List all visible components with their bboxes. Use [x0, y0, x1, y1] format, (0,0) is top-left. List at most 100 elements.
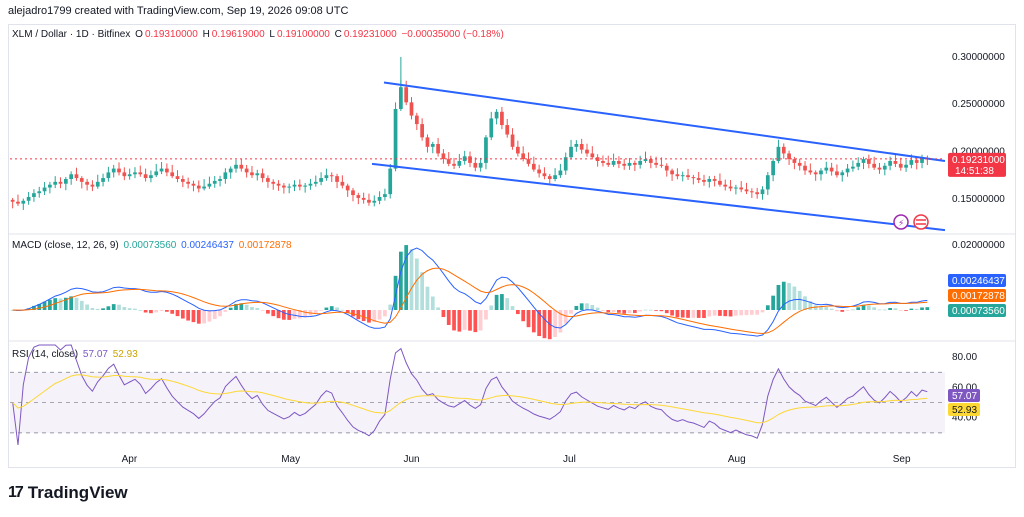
candle-body [127, 174, 132, 177]
rsi-ma-line [12, 374, 928, 424]
candle-body [90, 184, 95, 187]
candle-body [484, 137, 488, 163]
candle-body [622, 163, 627, 166]
macd-histogram-bar [159, 310, 164, 312]
candle-body [154, 171, 159, 176]
macd-histogram-bar [478, 310, 483, 331]
rsi-tag-value: 57.07 [952, 391, 977, 402]
macd-histogram-bar [345, 310, 350, 313]
macd-histogram-bar [691, 310, 696, 318]
candle-body [425, 137, 430, 147]
x-axis-label: Apr [122, 454, 138, 465]
macd-histogram-bar [430, 296, 435, 310]
macd-histogram-bar [664, 310, 669, 314]
rsi-label: RSI (14, close) [12, 349, 79, 360]
candle-body [547, 176, 552, 180]
macd-histogram-bar [266, 310, 270, 314]
macd-histogram-bar [367, 310, 371, 323]
candle-body [26, 196, 31, 201]
candle-body [138, 172, 143, 175]
macd-histogram-bar [106, 306, 111, 310]
candle-body [175, 176, 180, 180]
macd-histogram-bar [324, 307, 329, 310]
price-axis-label: 0.25000000 [952, 99, 1005, 110]
candle-body [819, 170, 823, 175]
macd-histogram-bar [866, 305, 871, 310]
macd-histogram-bar [627, 310, 632, 314]
candle-body [638, 161, 643, 165]
macd-histogram-bar [898, 310, 903, 311]
macd-histogram-bar [101, 308, 105, 310]
candle-body [21, 200, 26, 204]
macd-histogram-bar [143, 310, 148, 313]
macd-value-2: 0.00246437 [181, 240, 234, 251]
candle-body [920, 158, 924, 163]
macd-histogram-bar [271, 310, 276, 317]
macd-histogram-bar [462, 310, 467, 330]
candle-body [255, 173, 260, 176]
macd-histogram-bar [500, 294, 504, 310]
candle-body [797, 162, 802, 166]
candle-body [500, 111, 504, 126]
macd-histogram-bar [138, 309, 143, 311]
tradingview-mark-icon: 17 [8, 484, 24, 501]
upper-trendline [383, 81, 946, 163]
macd-histogram-bar [303, 310, 308, 318]
candle-body [10, 199, 15, 202]
candle-body [680, 175, 685, 177]
candle-body [696, 178, 701, 180]
macd-histogram-bar [388, 304, 393, 310]
candle-body [840, 172, 845, 176]
macd-histogram-bar [734, 310, 738, 316]
macd-histogram-bar [473, 310, 478, 333]
open-label: O [135, 29, 143, 40]
macd-histogram-bar [702, 310, 706, 319]
candle-body [601, 161, 605, 163]
macd-histogram-bar [643, 309, 648, 311]
macd-histogram-bar [282, 310, 286, 320]
macd-histogram-bar [888, 308, 892, 310]
macd-histogram-bar [255, 308, 260, 310]
candle-body [186, 181, 191, 184]
macd-histogram-bar [521, 310, 526, 322]
tradingview-logo[interactable]: 17 TradingView [8, 483, 128, 503]
macd-histogram-bar [170, 310, 175, 314]
candle-body [749, 191, 754, 193]
candle-body [239, 164, 244, 169]
macd-histogram-bar [744, 310, 749, 316]
candle-body [558, 170, 563, 176]
macd-histogram-bar [409, 249, 414, 310]
macd-histogram-bar [180, 310, 185, 319]
candle-body [702, 179, 706, 182]
candle-body [691, 177, 696, 179]
macd-histogram-bar [813, 305, 818, 310]
macd-value-3: 0.00172878 [238, 240, 292, 251]
low-label: L [269, 29, 275, 40]
candle-body [516, 146, 520, 154]
candle-body [446, 159, 451, 164]
candle-body [792, 159, 797, 163]
candle-body [143, 174, 148, 179]
candle-body [149, 175, 153, 179]
macd-histogram-bar [718, 310, 722, 316]
candle-body [191, 183, 196, 186]
candle-body [835, 171, 839, 176]
candle-body [159, 168, 164, 172]
candle-body [579, 143, 584, 150]
candle-body [319, 178, 323, 182]
macd-value-tag [948, 289, 1006, 302]
macd-histogram-bar [74, 297, 79, 310]
macd-histogram-bar [622, 310, 627, 314]
macd-tag-value: 0.00246437 [952, 276, 1005, 287]
macd-histogram-bar [531, 310, 536, 333]
candle-body [744, 189, 749, 192]
macd-histogram-bar [441, 310, 446, 318]
macd-histogram-bar [845, 310, 850, 311]
candle-body [765, 175, 770, 190]
macd-histogram-bar [728, 310, 733, 317]
macd-histogram-bar [632, 310, 637, 314]
candle-body [893, 161, 898, 164]
macd-histogram-bar [877, 309, 882, 311]
candle-body [276, 183, 281, 186]
